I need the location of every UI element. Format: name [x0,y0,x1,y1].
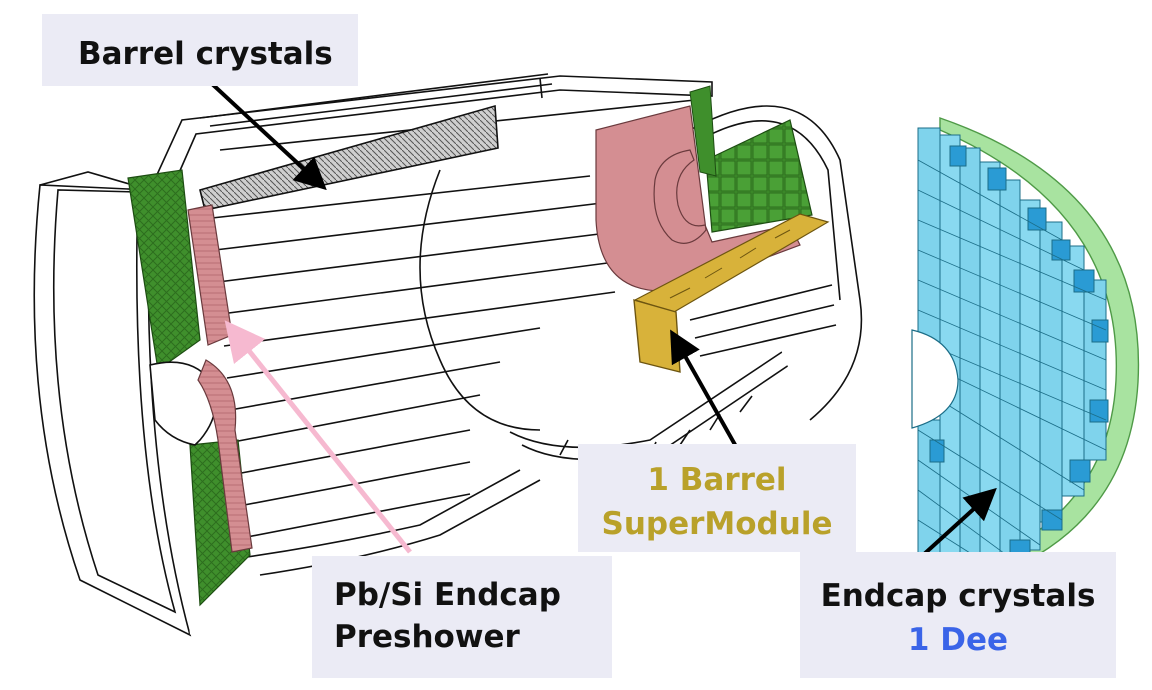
barrel-crystals-label: Barrel crystals [42,14,358,86]
arrow-supermodule [676,340,738,450]
endcap-text-line2: 1 Dee [800,618,1116,662]
supermodule-label: 1 Barrel SuperModule [578,444,856,552]
supermodule-text-line1: 1 Barrel [578,458,856,502]
endcap-dee [912,118,1138,574]
preshower-text-line2: Preshower [334,616,612,658]
endcap-crystals-label: Endcap crystals 1 Dee [800,552,1116,678]
arrow-barrel-crystals [210,82,318,182]
preshower-label: Pb/Si Endcap Preshower [312,556,612,678]
supermodule-text-line2: SuperModule [578,502,856,546]
barrel-crystals-text: Barrel crystals [42,14,358,72]
supermodule-face [634,300,680,372]
preshower-text-line1: Pb/Si Endcap [334,574,612,616]
endcap-text-line1: Endcap crystals [800,574,1116,618]
